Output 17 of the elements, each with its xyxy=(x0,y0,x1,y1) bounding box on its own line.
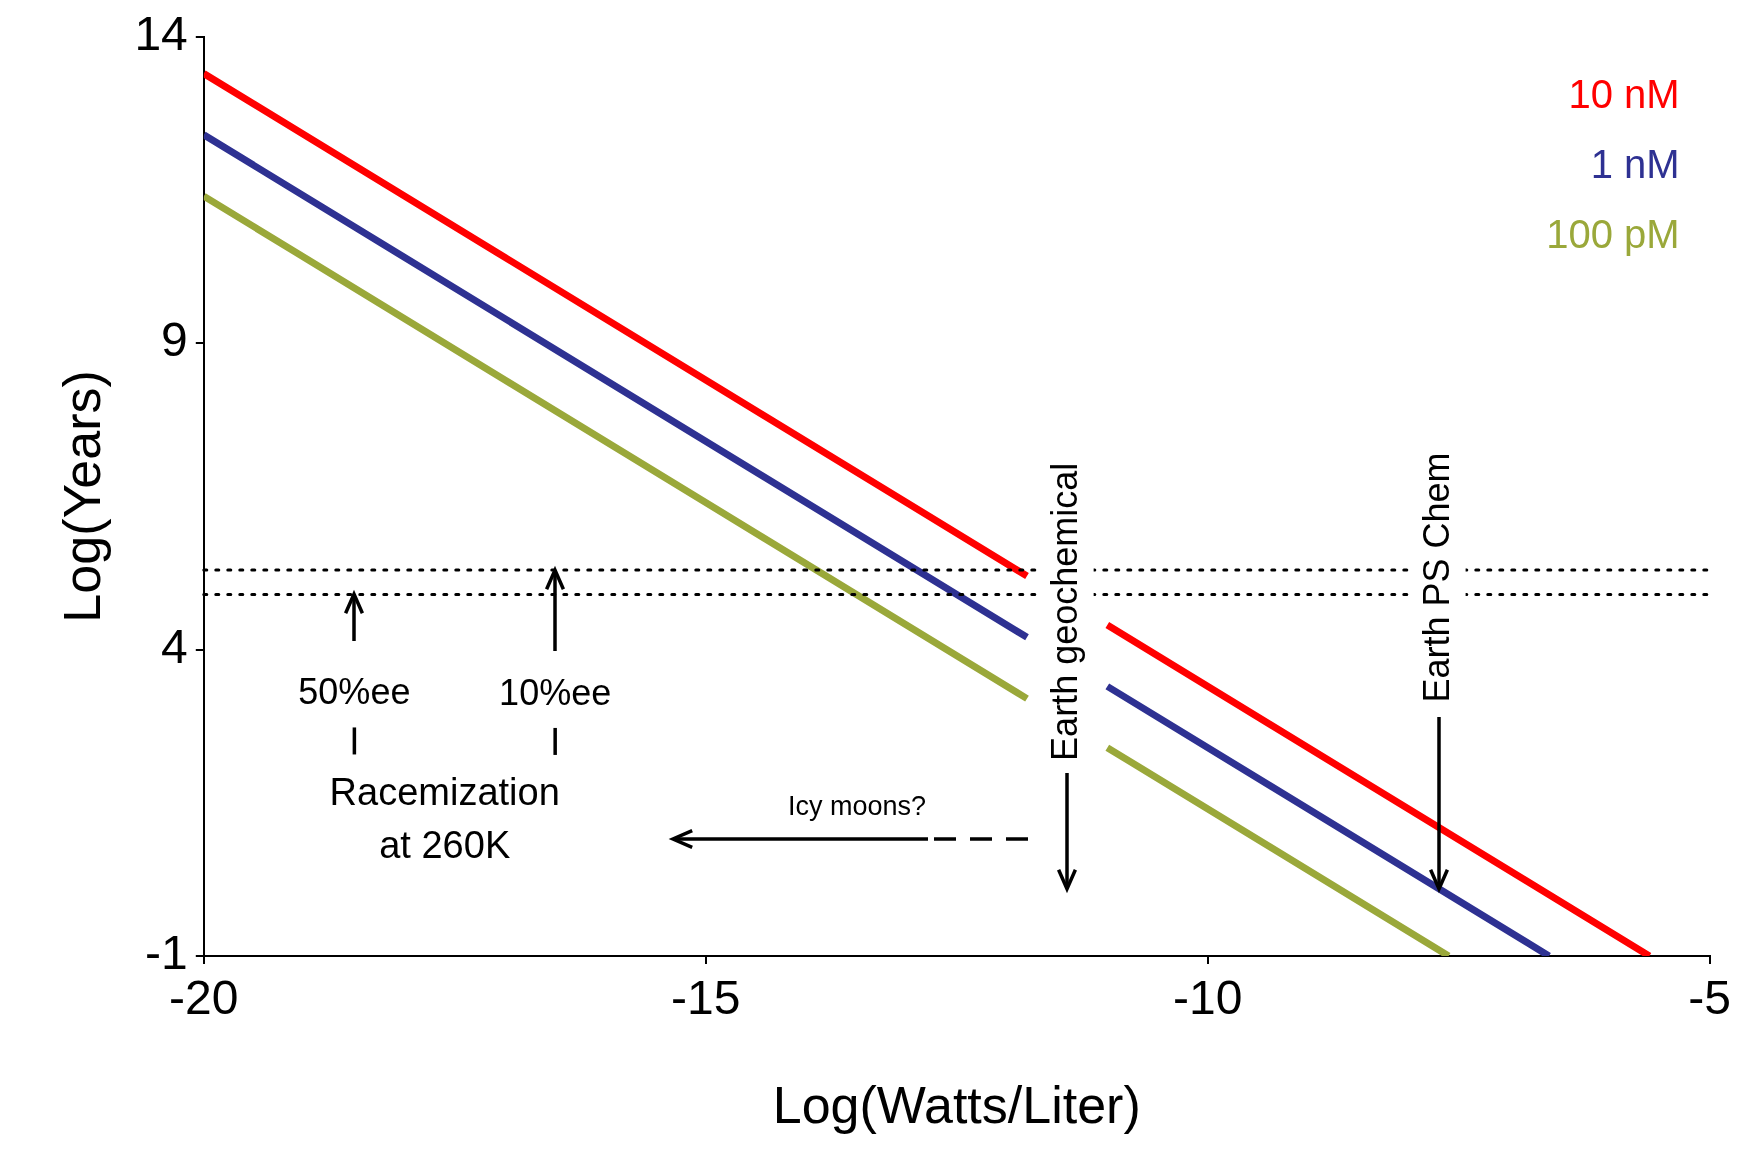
annotation: 50%ee xyxy=(298,671,411,713)
y-tick-label: 14 xyxy=(134,7,188,61)
x-tick-label: -15 xyxy=(671,971,741,1025)
annotation: Earth geochemical xyxy=(1043,462,1085,761)
text: 1 nM xyxy=(1590,141,1680,186)
x-tick-label: -5 xyxy=(1688,971,1731,1025)
text: 100 pM xyxy=(1546,211,1680,256)
x-tick-label: -10 xyxy=(1173,971,1243,1025)
x-axis-title: Log(Watts/Liter) xyxy=(772,1076,1141,1135)
annotation: Earth PS Chem xyxy=(1415,452,1457,703)
y-axis-title: Log(Years) xyxy=(52,370,111,623)
text: 10 nM xyxy=(1568,71,1680,116)
annotation: Racemization at 260K xyxy=(329,770,560,866)
annotation: Icy moons? xyxy=(788,791,927,822)
y-tick-label: 9 xyxy=(161,313,188,367)
y-tick-label: 4 xyxy=(161,619,188,673)
annotation: 10%ee xyxy=(499,671,612,713)
